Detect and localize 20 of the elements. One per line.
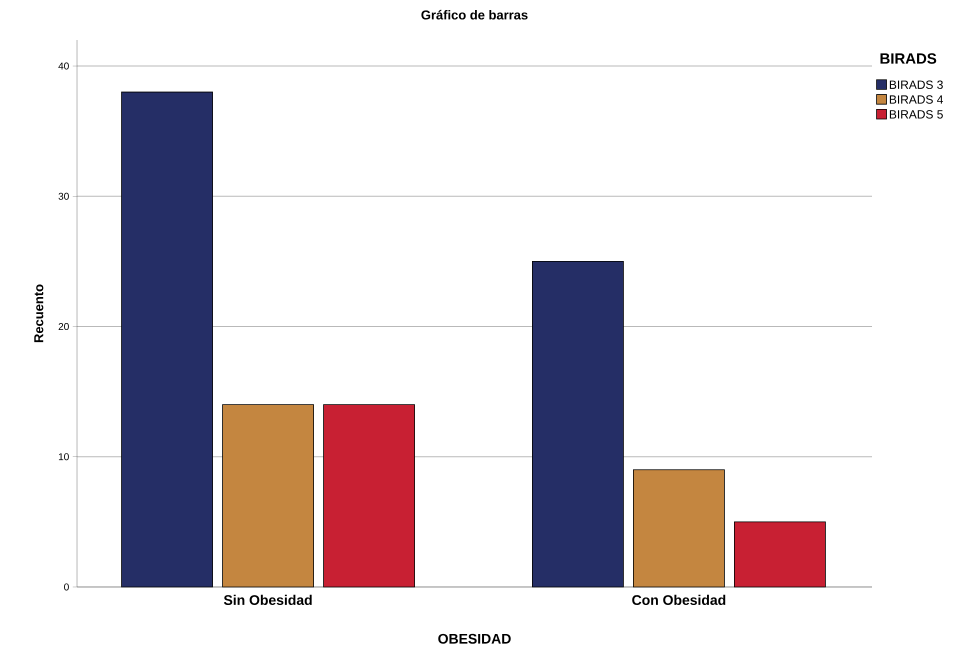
x-tick-label: Sin Obesidad	[224, 594, 312, 606]
x-axis-title: OBESIDAD	[438, 634, 511, 644]
legend-label: BIRADS 4	[890, 95, 944, 104]
legend-title: BIRADS	[880, 53, 936, 64]
chart-title: Gráfico de barras	[421, 10, 528, 20]
y-tick-label: 20	[58, 322, 69, 330]
bar	[323, 404, 415, 588]
y-tick-label: 10	[58, 453, 69, 460]
y-tick-label: 30	[58, 192, 69, 200]
bar	[633, 469, 725, 588]
bar	[121, 92, 213, 588]
y-tick-label: 0	[64, 583, 69, 591]
y-tick-label: 40	[58, 62, 69, 70]
bar	[222, 404, 314, 588]
bar	[532, 260, 624, 588]
legend-label: BIRADS 5	[890, 110, 943, 119]
x-tick-label: Con Obesidad	[632, 594, 726, 606]
y-axis-title: Recuento	[34, 284, 44, 342]
legend-label: BIRADS 3	[890, 80, 943, 89]
bar	[734, 521, 826, 588]
